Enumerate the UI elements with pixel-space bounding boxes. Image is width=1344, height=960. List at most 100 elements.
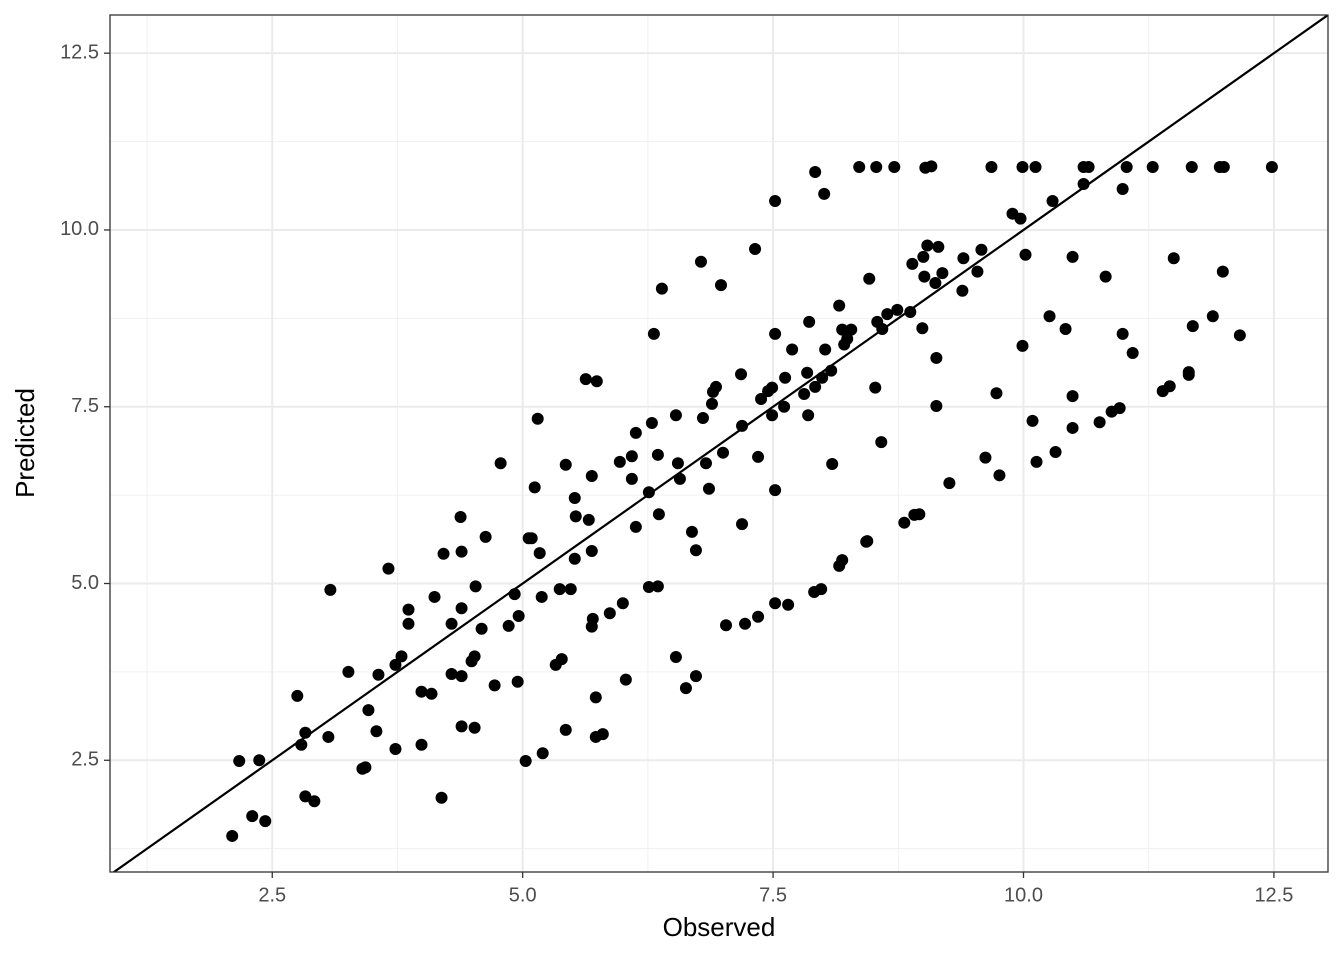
data-point [769, 597, 782, 610]
data-point [531, 412, 544, 425]
data-point [836, 323, 849, 336]
data-point [694, 255, 707, 268]
data-point [585, 470, 598, 483]
data-point [511, 675, 524, 688]
data-point [766, 409, 779, 422]
data-point [809, 380, 822, 393]
plot-area [112, 15, 1328, 872]
data-point [425, 687, 438, 700]
data-point [291, 689, 304, 702]
data-point [1014, 212, 1027, 225]
data-point [853, 161, 866, 174]
reference-line [112, 15, 1328, 872]
data-point [494, 457, 507, 470]
data-point [1217, 161, 1230, 174]
x-tick-label: 10.0 [1004, 884, 1043, 906]
data-point [833, 299, 846, 312]
data-point [702, 482, 715, 495]
data-point [1116, 327, 1129, 340]
data-point [585, 544, 598, 557]
data-point [488, 679, 501, 692]
data-point [1016, 339, 1029, 352]
data-point [590, 375, 603, 388]
panel-border [109, 14, 1329, 873]
data-point [1216, 265, 1229, 278]
data-point [370, 725, 383, 738]
data-point [372, 668, 385, 681]
data-point [932, 240, 945, 253]
data-point [957, 252, 970, 265]
data-point [1046, 194, 1059, 207]
data-point [1029, 161, 1042, 174]
data-point [1265, 161, 1278, 174]
x-tick-label: 2.5 [258, 884, 286, 906]
data-point [1182, 366, 1195, 379]
y-tick-label: 7.5 [71, 395, 99, 417]
data-point [936, 267, 949, 280]
data-point [689, 544, 702, 557]
data-point [929, 276, 942, 289]
data-point [671, 457, 684, 470]
data-point [619, 673, 632, 686]
data-point [715, 279, 728, 292]
data-point [324, 583, 337, 596]
data-point [1066, 421, 1079, 434]
y-tick-label: 10.0 [60, 218, 99, 240]
data-point [455, 545, 468, 558]
data-point [1066, 250, 1079, 263]
data-point [629, 520, 642, 533]
data-point [1126, 346, 1139, 359]
data-point [971, 265, 984, 278]
data-point [755, 392, 768, 405]
y-axis-title: Predicted [10, 388, 40, 498]
data-point [308, 795, 321, 808]
data-point [845, 323, 858, 336]
data-point [415, 685, 428, 698]
data-point [1116, 182, 1129, 195]
data-point [322, 730, 335, 743]
data-point [359, 761, 372, 774]
data-point [559, 458, 572, 471]
data-point [898, 516, 911, 529]
data-point [468, 650, 481, 663]
data-point [769, 327, 782, 340]
data-point [295, 738, 308, 751]
data-point [655, 282, 668, 295]
data-point [809, 165, 822, 178]
data-point [596, 728, 609, 741]
data-point [519, 754, 532, 767]
data-point [913, 508, 926, 521]
data-point [979, 451, 992, 464]
data-point [1077, 177, 1090, 190]
data-point [555, 653, 568, 666]
data-point [435, 791, 448, 804]
data-point [299, 726, 312, 739]
data-point [579, 373, 592, 386]
data-point [395, 650, 408, 663]
data-point [918, 270, 931, 283]
grid [110, 15, 1328, 872]
data-point [616, 597, 629, 610]
data-point [299, 790, 312, 803]
data-point [985, 161, 998, 174]
data-point [917, 250, 930, 263]
data-point [525, 532, 538, 545]
data-point [1043, 310, 1056, 323]
data-point [736, 518, 749, 531]
data-point [863, 272, 876, 285]
data-point [508, 588, 521, 601]
data-point [652, 508, 665, 521]
data-point [956, 284, 969, 297]
data-point [904, 305, 917, 318]
data-point [769, 484, 782, 497]
data-point [1019, 248, 1032, 261]
data-point [818, 187, 831, 200]
data-point [925, 160, 938, 173]
data-point [819, 343, 832, 356]
data-point [679, 682, 692, 695]
data-point [389, 658, 402, 671]
data-point [389, 742, 402, 755]
data-point [625, 472, 638, 485]
data-point [876, 322, 889, 335]
